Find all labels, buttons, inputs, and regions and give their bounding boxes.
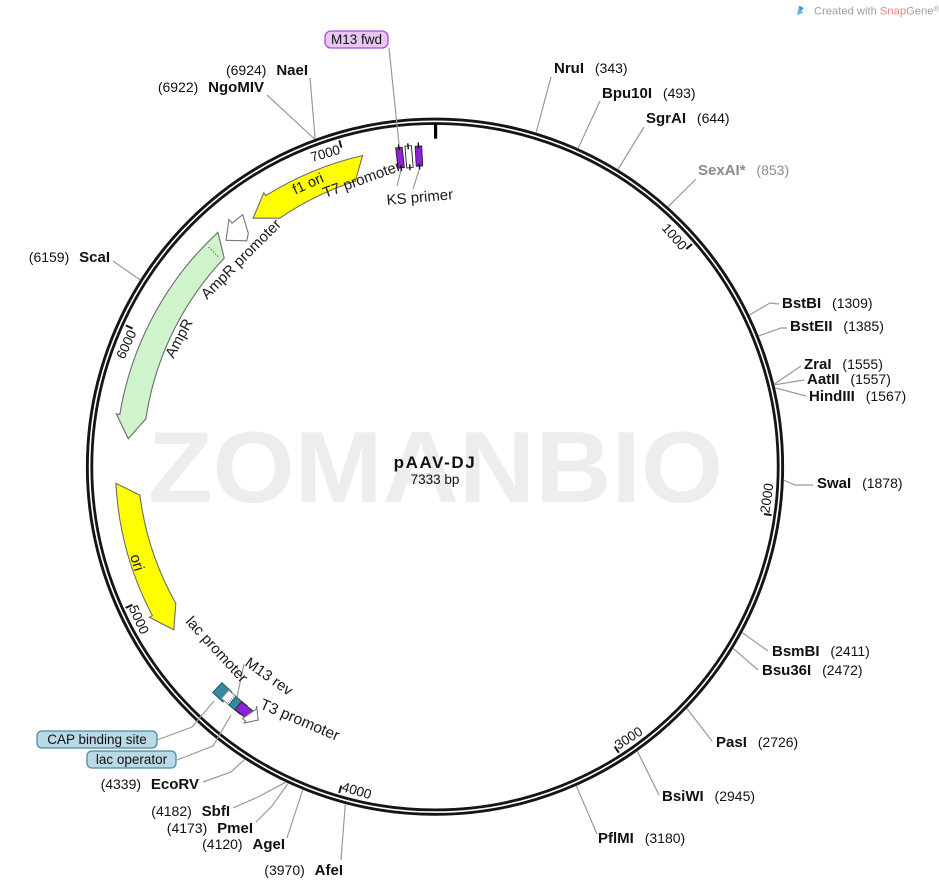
svg-text:pAAV-DJ: pAAV-DJ — [394, 453, 477, 472]
svg-text:Bpu10I (493): Bpu10I (493) — [602, 85, 696, 102]
svg-text:PasI (2726): PasI (2726) — [716, 734, 798, 751]
svg-text:lac operator: lac operator — [96, 752, 168, 767]
svg-text:(4173) PmeI: (4173) PmeI — [167, 820, 253, 837]
svg-text:(6922) NgoMIV: (6922) NgoMIV — [158, 79, 264, 96]
svg-text:(6924) NaeI: (6924) NaeI — [226, 62, 308, 79]
svg-text:M13 fwd: M13 fwd — [331, 32, 382, 47]
svg-text:CAP binding site: CAP binding site — [47, 732, 147, 747]
svg-text:SexAI* (853): SexAI* (853) — [698, 162, 789, 179]
svg-text:BstBI (1309): BstBI (1309) — [782, 295, 873, 312]
svg-text:Created with SnapGene®: Created with SnapGene® — [814, 5, 939, 18]
svg-text:SwaI (1878): SwaI (1878) — [817, 475, 903, 492]
svg-text:PflMI (3180): PflMI (3180) — [598, 830, 685, 847]
svg-text:AatII (1557): AatII (1557) — [807, 371, 891, 388]
svg-text:(3970) AfeI: (3970) AfeI — [264, 862, 343, 879]
svg-text:(4182) SbfI: (4182) SbfI — [151, 803, 230, 820]
svg-text:(6159) ScaI: (6159) ScaI — [29, 249, 110, 266]
svg-text:7333 bp: 7333 bp — [411, 472, 460, 487]
svg-text:(4120) AgeI: (4120) AgeI — [202, 836, 285, 853]
svg-text:NruI (343): NruI (343) — [554, 60, 628, 77]
